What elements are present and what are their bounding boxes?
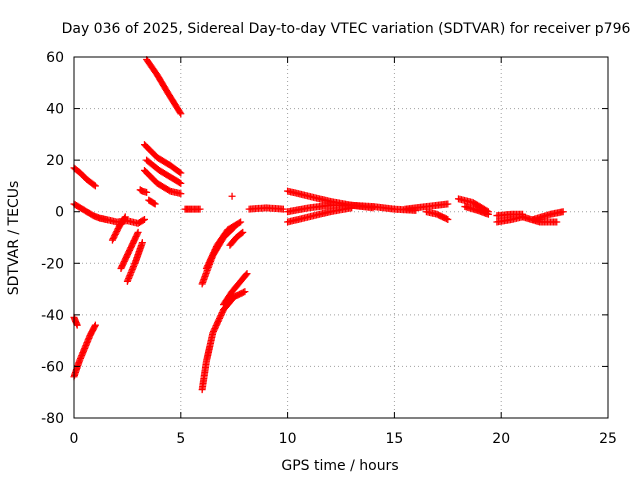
series-arc-g1	[245, 204, 287, 213]
series-arc-h1	[369, 203, 420, 214]
plot-frame	[73, 56, 609, 419]
y-tick-label: -80	[41, 411, 64, 427]
data-point	[133, 230, 141, 238]
series-arc-h3	[422, 208, 452, 223]
series-arc-b3	[123, 239, 146, 285]
data-point	[176, 179, 184, 187]
data-point	[553, 218, 561, 226]
x-tick-label: 15	[385, 431, 403, 447]
data-point	[121, 213, 129, 221]
y-tick-label: 60	[46, 50, 64, 66]
series-arc-c3	[140, 166, 185, 198]
series-arc-a3	[70, 313, 81, 329]
series-arc-c4	[136, 186, 151, 196]
y-tick-label: -40	[41, 308, 64, 324]
data-point	[91, 321, 99, 329]
data-point	[228, 192, 236, 200]
series-arc-j1	[493, 213, 527, 226]
data-point	[139, 216, 147, 224]
series-arc-b1	[108, 213, 129, 244]
data-point	[176, 168, 184, 176]
series-arc-g4	[284, 204, 356, 226]
data-point	[177, 169, 185, 177]
data-point	[196, 205, 204, 213]
series-arc-h2	[401, 200, 452, 213]
series-arc-k2	[529, 208, 567, 223]
series-arc-c1	[140, 141, 185, 177]
data-point	[138, 239, 146, 247]
data-point	[151, 200, 159, 208]
x-tick-label: 0	[70, 431, 79, 447]
chart-title: Day 036 of 2025, Sidereal Day-to-day VTE…	[62, 21, 631, 37]
series-arc-a1	[70, 164, 99, 190]
data-series	[70, 56, 567, 394]
series-arc-d1	[143, 56, 185, 118]
data-point	[177, 110, 185, 118]
y-tick-label: 0	[55, 205, 64, 221]
y-axis-title: SDTVAR / TECUs	[6, 181, 22, 296]
series-arc-f6	[228, 192, 236, 200]
series-arc-b2	[117, 228, 142, 272]
data-point	[176, 108, 184, 116]
series-arc-f5	[226, 228, 247, 249]
data-point	[120, 214, 128, 222]
x-tick-label: 10	[279, 431, 297, 447]
data-point	[177, 179, 185, 187]
data-point	[237, 218, 245, 226]
series-arc-f1	[198, 288, 249, 394]
y-tick-label: 20	[46, 153, 64, 169]
data-point	[140, 215, 148, 223]
data-point	[444, 215, 452, 223]
data-point	[91, 182, 99, 190]
data-point	[238, 229, 246, 237]
y-tick-label: -20	[41, 256, 64, 272]
data-point	[559, 208, 567, 216]
series-arc-f3	[202, 218, 245, 272]
x-tick-label: 5	[176, 431, 185, 447]
data-point	[241, 288, 249, 296]
data-point	[134, 228, 142, 236]
data-point	[348, 204, 356, 212]
x-tick-label: 25	[599, 431, 617, 447]
grid-lines	[74, 57, 608, 418]
series-arc-f4	[220, 270, 251, 309]
data-point	[90, 181, 98, 189]
axis-ticks: 0 5 10 15 20 25 -80 -60 -40 -20 0 20 40 60	[41, 50, 617, 447]
series-arc-a4	[70, 321, 99, 381]
series-arc-i2	[461, 203, 492, 218]
series-arc-e1	[181, 205, 204, 213]
data-point	[242, 271, 250, 279]
series-arc-f2	[198, 223, 238, 288]
series-arc-c2	[143, 156, 185, 187]
data-point	[143, 188, 151, 196]
data-point	[484, 210, 492, 218]
y-tick-label: -60	[41, 359, 64, 375]
data-point	[444, 200, 452, 208]
x-tick-label: 20	[492, 431, 510, 447]
data-point	[239, 228, 247, 236]
data-point	[73, 321, 81, 329]
x-axis-title: GPS time / hours	[281, 458, 398, 474]
data-point	[91, 322, 99, 330]
data-point	[243, 270, 251, 278]
data-point	[279, 205, 287, 213]
series-arc-c5	[145, 196, 159, 208]
data-point	[235, 219, 243, 227]
y-tick-label: 40	[46, 102, 64, 118]
data-point	[177, 190, 185, 198]
